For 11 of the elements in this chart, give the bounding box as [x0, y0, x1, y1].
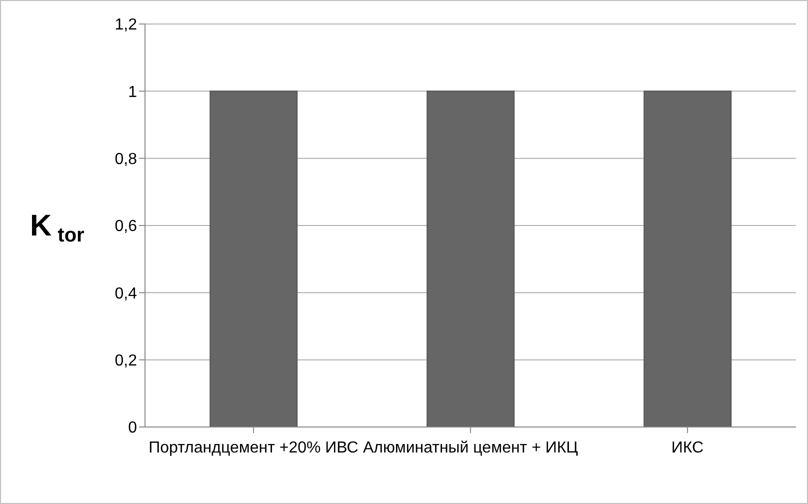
x-tick-label: Алюминатный цемент + ИКЦ: [362, 439, 578, 456]
y-axis-title: K$_{tor}$: [30, 210, 85, 246]
x-tick-label: Портландцемент +20% ИВС: [148, 439, 358, 456]
y-tick-label: 1,2: [114, 16, 138, 34]
y-tick-label: 0,2: [114, 352, 138, 370]
y-tick-label: 0,8: [114, 151, 138, 168]
y-tick-label: 1: [128, 84, 138, 101]
y-tick-label: 0,4: [114, 285, 138, 302]
y-tick-label: 0: [128, 420, 138, 437]
x-tick-label: ИКС: [671, 439, 704, 456]
y-tick-label: 0,6: [114, 218, 138, 236]
